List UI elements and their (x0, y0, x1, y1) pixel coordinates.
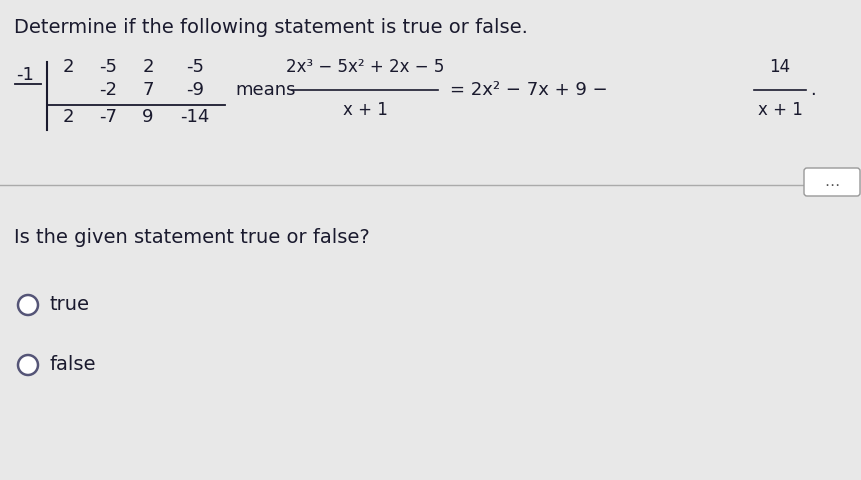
Text: 2: 2 (142, 58, 154, 76)
FancyBboxPatch shape (804, 168, 860, 196)
Text: Determine if the following statement is true or false.: Determine if the following statement is … (14, 18, 528, 37)
Text: means: means (235, 81, 295, 99)
Text: 9: 9 (142, 108, 154, 126)
Text: -2: -2 (99, 81, 117, 99)
Text: -7: -7 (99, 108, 117, 126)
Circle shape (18, 355, 38, 375)
Text: false: false (50, 355, 96, 374)
Text: -1: -1 (16, 66, 34, 84)
Text: -9: -9 (186, 81, 204, 99)
Text: .: . (810, 81, 815, 99)
Text: 2: 2 (62, 108, 74, 126)
Text: 14: 14 (770, 58, 790, 76)
Text: true: true (50, 295, 90, 314)
Text: x + 1: x + 1 (758, 101, 802, 119)
Text: ⋯: ⋯ (824, 178, 839, 192)
Text: Is the given statement true or false?: Is the given statement true or false? (14, 228, 369, 247)
Text: 2x³ − 5x² + 2x − 5: 2x³ − 5x² + 2x − 5 (286, 58, 444, 76)
Text: 2: 2 (62, 58, 74, 76)
Text: = 2x² − 7x + 9 −: = 2x² − 7x + 9 − (450, 81, 608, 99)
Circle shape (18, 295, 38, 315)
Text: -14: -14 (180, 108, 210, 126)
Text: -5: -5 (99, 58, 117, 76)
Text: x + 1: x + 1 (343, 101, 387, 119)
Text: -5: -5 (186, 58, 204, 76)
Text: 7: 7 (142, 81, 154, 99)
